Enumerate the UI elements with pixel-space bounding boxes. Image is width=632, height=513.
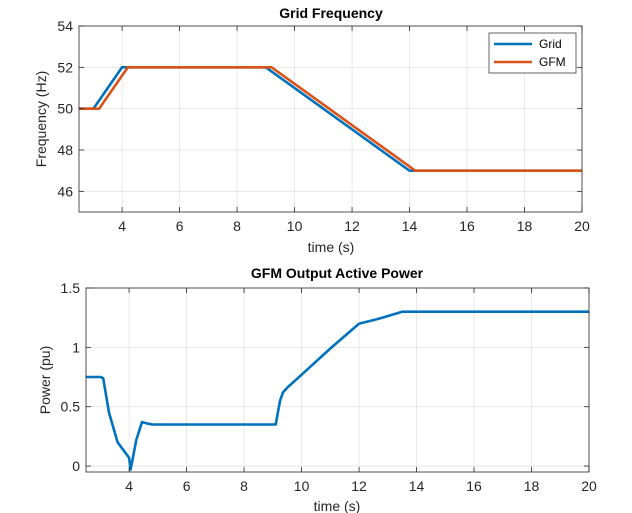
chart-gfm-active-power: 4 6 8 10 12 14 16 18 20 0 0.5 1 1.5 GFM Output Activ… [37,265,597,513]
legend-label-grid: Grid [539,37,562,51]
legend-label-gfm: GFM [539,55,566,69]
chart-title-power: GFM Output Active Power [251,265,424,281]
x-tick-label: 20 [574,218,590,234]
x-tick-label: 14 [409,478,425,494]
x-tick-label: 10 [294,478,310,494]
y-tick-label: 54 [57,18,73,34]
y-tick-label: 0.5 [61,399,81,415]
x-tick-label: 4 [118,218,126,234]
y-axis-label-power: Power (pu) [37,346,53,414]
legend: Grid GFM [488,32,577,74]
y-tick-label: 1 [72,339,80,355]
x-tick-label: 8 [233,218,241,234]
plot-area-power [86,288,589,472]
x-tick-label: 14 [402,218,418,234]
series-group-power [86,310,589,471]
y-axis-label-frequency: Frequency (Hz) [33,71,49,167]
y-tick-label: 46 [57,183,73,199]
x-tick-label: 12 [344,218,360,234]
y-tick-label: 1.5 [61,280,81,296]
y-tick-label: 48 [57,142,73,158]
x-axis-label-power: time (s) [314,498,361,513]
ticks-power: 4 6 8 10 12 14 16 18 20 0 0.5 1 1.5 [61,280,597,494]
x-tick-label: 6 [183,478,191,494]
x-tick-label: 12 [351,478,367,494]
axes-box-power [85,287,590,473]
x-tick-label: 4 [125,478,133,494]
x-tick-label: 6 [176,218,184,234]
x-tick-label: 10 [287,218,303,234]
x-tick-label: 20 [581,478,597,494]
axes-box-frequency [78,25,583,213]
series-line-gfm [79,66,582,172]
x-tick-label: 16 [459,218,475,234]
x-tick-label: 18 [517,218,533,234]
y-tick-label: 0 [72,458,80,474]
x-tick-label: 8 [240,478,248,494]
chart-title-frequency: Grid Frequency [279,5,383,21]
series-group-frequency [79,66,582,172]
y-tick-label: 50 [57,101,73,117]
y-tick-label: 52 [57,59,73,75]
x-tick-label: 16 [466,478,482,494]
legend-box [488,32,577,74]
x-tick-label: 18 [524,478,540,494]
x-axis-label-frequency: time (s) [308,239,355,255]
series-line-power [86,310,589,471]
